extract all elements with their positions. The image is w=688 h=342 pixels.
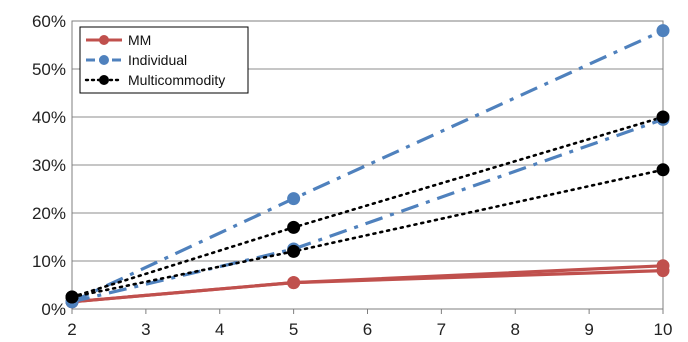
legend-label: Individual bbox=[128, 52, 187, 68]
data-points bbox=[65, 24, 670, 309]
data-point-multicommodity bbox=[656, 163, 670, 177]
data-point-multicommodity bbox=[65, 290, 79, 304]
legend-label: MM bbox=[128, 32, 151, 48]
y-tick-label: 60% bbox=[32, 12, 66, 31]
y-tick-label: 10% bbox=[32, 252, 66, 271]
legend-swatch-marker bbox=[99, 55, 109, 65]
legend: MM Individual Multicommodity bbox=[79, 26, 249, 94]
data-point-mm bbox=[656, 264, 670, 278]
x-tick-label: 10 bbox=[654, 320, 673, 339]
y-tick-label: 20% bbox=[32, 204, 66, 223]
x-tick-label: 4 bbox=[215, 320, 224, 339]
series-line-mm bbox=[71, 264, 664, 304]
x-tick-label: 3 bbox=[141, 320, 150, 339]
data-point-multicommodity bbox=[287, 244, 301, 258]
data-point-individual bbox=[656, 24, 670, 38]
legend-swatch-marker bbox=[99, 75, 109, 85]
legend-label: Multicommodity bbox=[128, 72, 225, 88]
data-point-multicommodity bbox=[287, 220, 301, 234]
y-tick-label: 0% bbox=[41, 300, 66, 319]
series-line-mm bbox=[71, 269, 664, 304]
y-tick-label: 30% bbox=[32, 156, 66, 175]
y-tick-label: 50% bbox=[32, 60, 66, 79]
data-point-mm bbox=[287, 276, 301, 290]
x-tick-label: 6 bbox=[363, 320, 372, 339]
x-tick-label: 9 bbox=[584, 320, 593, 339]
x-tick-label: 5 bbox=[289, 320, 298, 339]
data-point-individual bbox=[287, 192, 301, 206]
data-point-multicommodity bbox=[656, 110, 670, 124]
x-tick-label: 2 bbox=[67, 320, 76, 339]
y-tick-label: 40% bbox=[32, 108, 66, 127]
x-tick-label: 8 bbox=[511, 320, 520, 339]
x-tick-label: 7 bbox=[437, 320, 446, 339]
legend-swatch-marker bbox=[99, 35, 109, 45]
